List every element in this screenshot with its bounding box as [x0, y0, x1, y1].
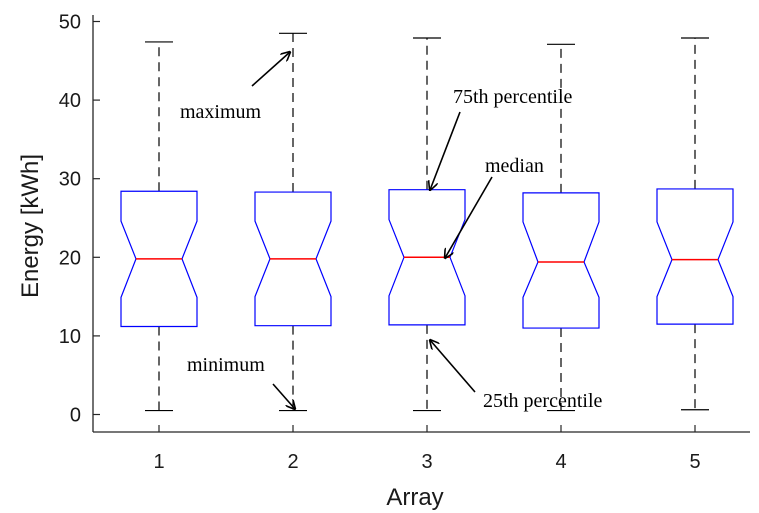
annotation-arrow [430, 340, 476, 393]
y-tick-label: 20 [59, 247, 81, 269]
annotations: maximum 75th percentile median minimum 25th … [180, 52, 603, 412]
box-4 [522, 43, 600, 412]
x-tick-label: 4 [555, 451, 566, 473]
annotation-label: median [485, 155, 544, 177]
y-tick-label: 40 [59, 90, 81, 112]
x-tick-label: 2 [287, 451, 298, 473]
box-2 [254, 32, 332, 412]
plot-area [120, 32, 734, 412]
annotation-arrow [272, 383, 295, 409]
annotation-label: minimum [187, 354, 265, 376]
box-1 [120, 41, 198, 412]
x-tick-label: 3 [421, 451, 432, 473]
annotation-label: 25th percentile [483, 390, 603, 412]
y-tick-label: 10 [59, 326, 81, 348]
box-5 [656, 37, 734, 411]
axes: 0 10 20 30 40 50 1 2 3 4 5 [59, 12, 750, 473]
annotation-arrow [445, 176, 493, 258]
y-axis-label: Energy [kWh] [17, 154, 44, 298]
annotation-label: 75th percentile [453, 86, 573, 108]
annotation-label: maximum [180, 101, 262, 123]
notched-box [656, 188, 734, 325]
x-tick-label: 1 [153, 451, 164, 473]
notched-box [522, 192, 600, 329]
box-3 [388, 37, 466, 412]
y-tick-label: 50 [59, 12, 81, 34]
annotation-arrow [251, 52, 290, 87]
y-tick-label: 0 [70, 405, 81, 427]
x-tick-label: 5 [689, 451, 700, 473]
y-tick-label: 30 [59, 169, 81, 191]
annotation-arrow [430, 111, 461, 190]
x-axis-label: Array [386, 484, 443, 511]
